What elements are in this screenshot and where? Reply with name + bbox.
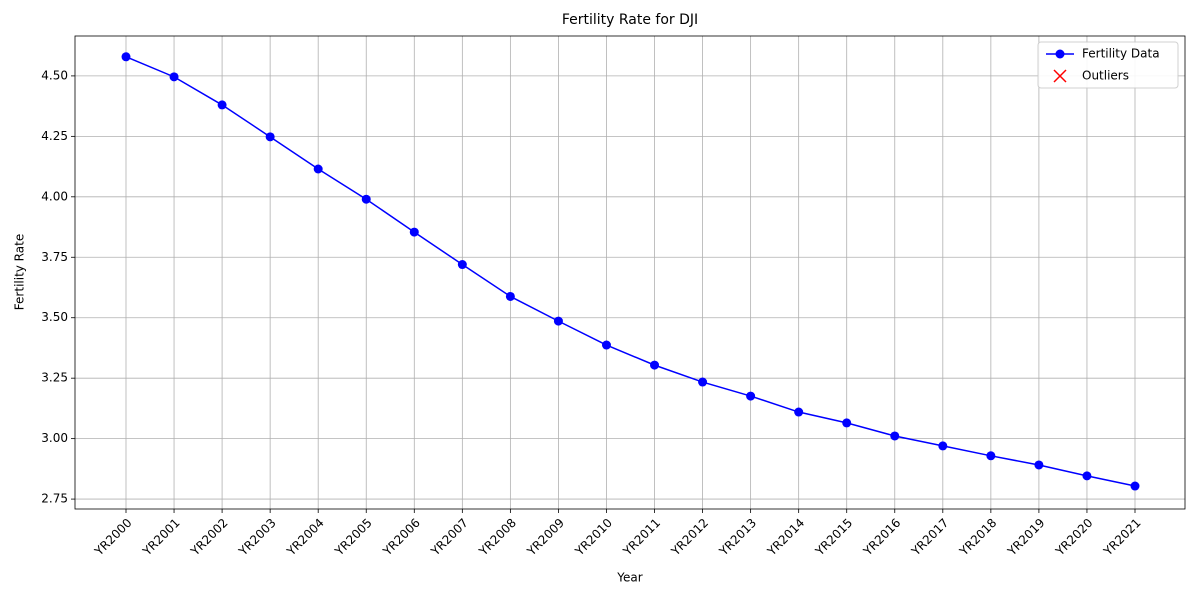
point	[169, 72, 179, 82]
point	[650, 360, 660, 370]
point	[1130, 481, 1140, 491]
point	[794, 407, 804, 417]
legend-label: Outliers	[1082, 69, 1129, 83]
x-tick-label: YR2019	[1004, 516, 1047, 559]
point	[313, 164, 323, 174]
x-tick-label: YR2013	[716, 516, 759, 559]
x-tick-label: YR2002	[187, 516, 230, 559]
x-tick-label: YR2018	[956, 516, 999, 559]
x-axis-label: Year	[616, 571, 642, 585]
x-tick-label: YR2003	[235, 516, 278, 559]
point	[505, 291, 515, 301]
x-tick-label: YR2016	[860, 516, 903, 559]
x-tick-label: YR2021	[1100, 516, 1143, 559]
x-tick-label: YR2000	[91, 516, 134, 559]
x-tick-label: YR2020	[1052, 516, 1095, 559]
x-tick-label: YR2010	[572, 516, 615, 559]
plot-frame	[74, 35, 1186, 510]
point	[1034, 460, 1044, 470]
legend-marker	[1053, 69, 1067, 83]
point	[1082, 471, 1092, 481]
x-tick-label: YR2009	[524, 516, 567, 559]
x-tick-label: YR2017	[908, 516, 951, 559]
point	[361, 194, 371, 204]
point	[457, 260, 467, 270]
y-tick-label: 4.50	[41, 68, 68, 82]
point	[409, 227, 419, 237]
x-tick-label: YR2006	[380, 516, 423, 559]
point	[601, 340, 611, 350]
line	[125, 56, 1136, 487]
point	[217, 100, 227, 110]
x-tick-label: YR2004	[283, 516, 326, 559]
y-tick-label: 3.75	[41, 250, 68, 264]
point	[890, 431, 900, 441]
legend-marker	[1055, 49, 1065, 59]
x-tick-label: YR2015	[812, 516, 855, 559]
point	[938, 441, 948, 451]
y-tick-label: 3.25	[41, 371, 68, 385]
x-tick-label: YR2001	[139, 516, 182, 559]
point	[842, 418, 852, 428]
x-tick-label: YR2014	[764, 516, 807, 559]
point	[986, 451, 996, 461]
x-tick-label: YR2011	[620, 516, 663, 559]
y-axis-label: Fertility Rate	[13, 234, 27, 310]
y-tick-label: 3.50	[41, 310, 68, 324]
y-tick-label: 4.25	[41, 129, 68, 143]
y-tick-label: 3.00	[41, 431, 68, 445]
point	[746, 391, 756, 401]
legend-label: Fertility Data	[1082, 47, 1160, 61]
point	[265, 132, 275, 142]
point	[121, 52, 131, 62]
point	[698, 377, 708, 387]
x-tick-label: YR2012	[668, 516, 711, 559]
x-tick-label: YR2008	[476, 516, 519, 559]
y-tick-label: 2.75	[41, 492, 68, 506]
chart-title: Fertility Rate for DJI	[562, 12, 698, 28]
x-tick-label: YR2005	[332, 516, 375, 559]
y-tick-label: 4.00	[41, 189, 68, 203]
x-tick-label: YR2007	[428, 516, 471, 559]
point	[553, 316, 563, 326]
